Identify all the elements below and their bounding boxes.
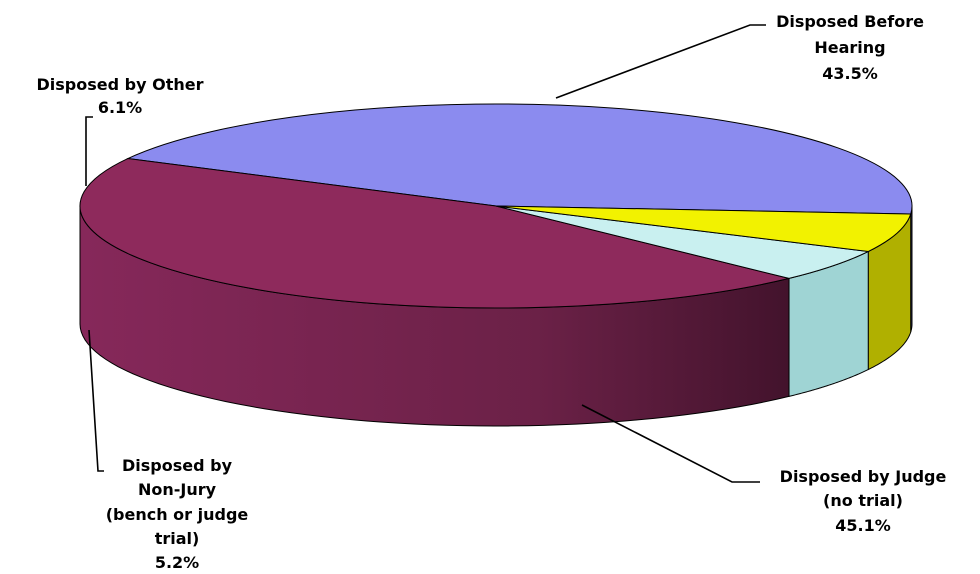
- slice-label: Disposed by: [122, 456, 233, 475]
- slice-value-label: 43.5%: [822, 64, 878, 83]
- leader-line: [88, 329, 104, 472]
- slice-label: Hearing: [814, 38, 885, 57]
- pie-slice: [126, 103, 913, 215]
- slice-label: Disposed by Other: [37, 75, 204, 94]
- slice-label: (no trial): [823, 491, 903, 510]
- leader-line: [555, 24, 766, 99]
- leader-line: [85, 116, 93, 186]
- slice-value-label: 5.2%: [155, 553, 199, 572]
- slice-value-label: 45.1%: [835, 516, 891, 535]
- slice-label: (bench or judge: [106, 505, 249, 524]
- slice-label: Disposed Before: [776, 12, 924, 31]
- leader-line: [581, 404, 760, 483]
- pie-slice: [495, 205, 912, 252]
- slice-label: Disposed by Judge: [780, 467, 947, 486]
- pie-slice: [495, 205, 871, 279]
- slice-label: trial): [155, 529, 200, 548]
- slice-label: Non-Jury: [138, 480, 217, 499]
- pie-slice: [79, 158, 790, 309]
- slice-value-label: 6.1%: [98, 98, 142, 117]
